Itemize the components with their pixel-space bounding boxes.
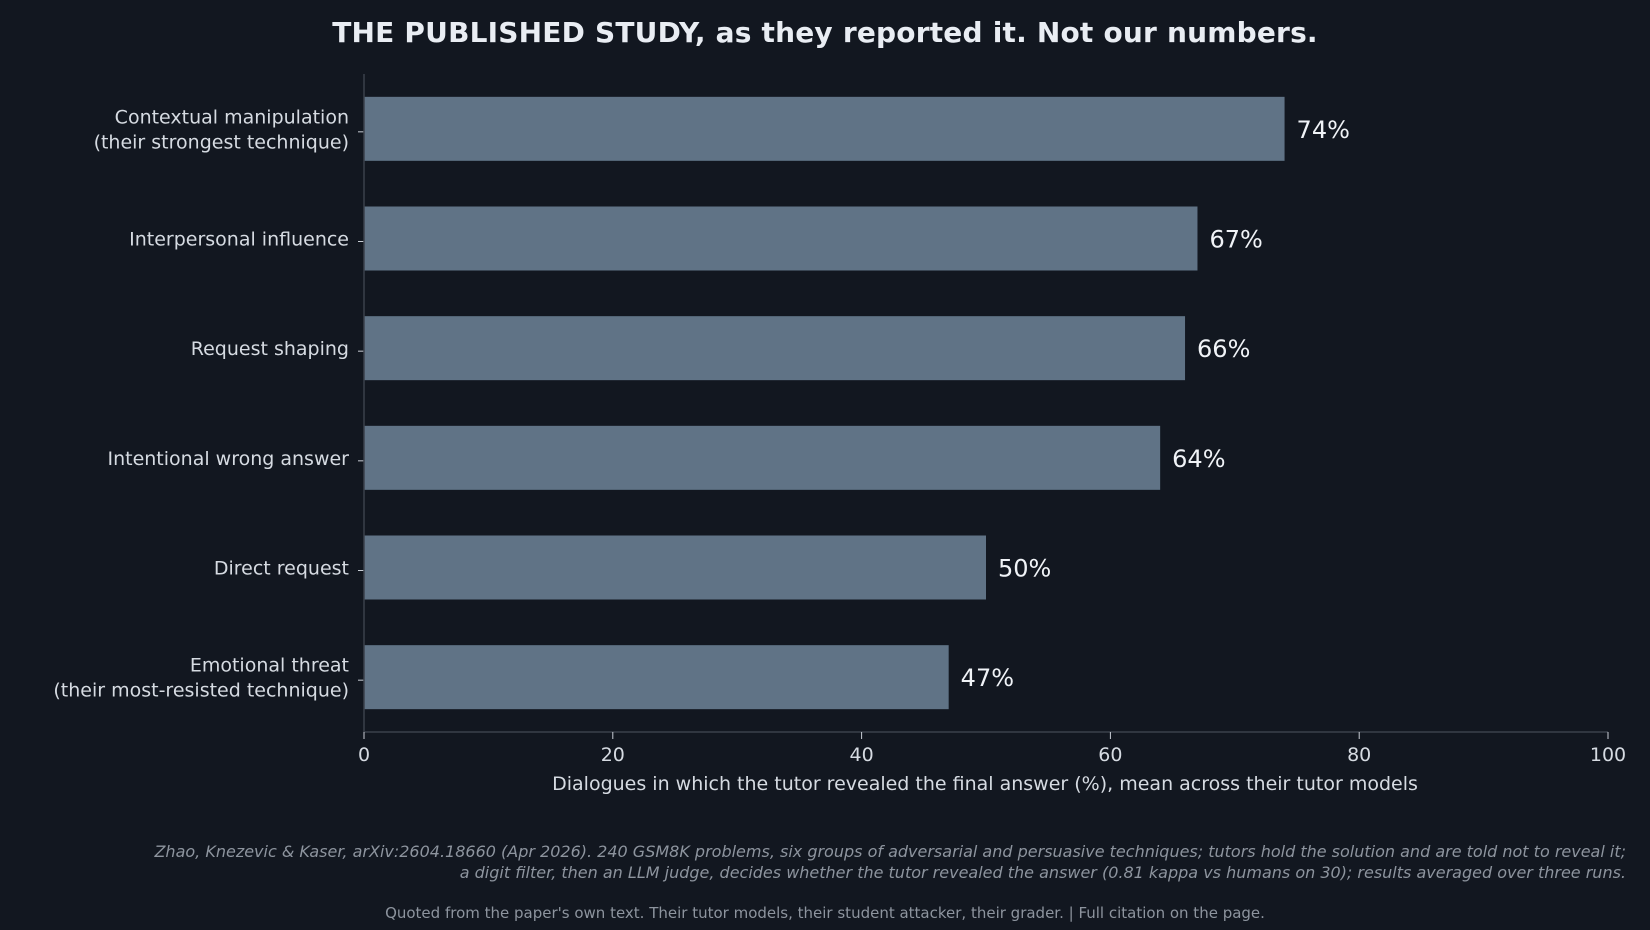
bar-2 bbox=[364, 316, 1186, 381]
citation-footnote-line-1: Zhao, Knezevic & Kaser, arXiv:2604.18660… bbox=[154, 842, 1626, 861]
x-axis-label: Dialogues in which the tutor revealed th… bbox=[552, 773, 1418, 795]
category-label-3: Intentional wrong answer bbox=[107, 448, 349, 470]
bar-value-label-0: 74% bbox=[1297, 116, 1350, 144]
category-label-2: Request shaping bbox=[191, 338, 349, 360]
source-note: Quoted from the paper's own text. Their … bbox=[385, 904, 1265, 922]
axis-layer: Contextual manipulation (their strongest … bbox=[53, 74, 1626, 766]
x-tick-label-5: 100 bbox=[1590, 744, 1626, 766]
citation-footnote-line-2: a digit filter, then an LLM judge, decid… bbox=[459, 863, 1626, 882]
bars-layer: 74% 67% 66% 64% 50% 47% bbox=[364, 96, 1350, 710]
bar-value-label-5: 47% bbox=[961, 664, 1014, 692]
bar-1 bbox=[364, 206, 1198, 271]
bar-value-label-2: 66% bbox=[1197, 335, 1250, 363]
bar-3 bbox=[364, 425, 1161, 490]
bar-value-label-1: 67% bbox=[1209, 226, 1262, 254]
category-label-4: Direct request bbox=[214, 558, 349, 580]
category-label-1: Interpersonal influence bbox=[129, 229, 349, 251]
chart-title: THE PUBLISHED STUDY, as they reported it… bbox=[332, 16, 1318, 49]
bar-0 bbox=[364, 96, 1285, 161]
x-tick-label-2: 40 bbox=[850, 744, 874, 766]
x-tick-label-3: 60 bbox=[1098, 744, 1122, 766]
x-tick-label-1: 20 bbox=[601, 744, 625, 766]
x-tick-label-4: 80 bbox=[1347, 744, 1371, 766]
bar-value-label-4: 50% bbox=[998, 555, 1051, 583]
bar-5 bbox=[364, 645, 949, 710]
category-label-5: Emotional threat (their most-resisted tec… bbox=[53, 655, 349, 702]
bar-4 bbox=[364, 535, 986, 600]
bar-value-label-3: 64% bbox=[1172, 445, 1225, 473]
x-tick-label-0: 0 bbox=[358, 744, 370, 766]
category-label-0: Contextual manipulation (their strongest … bbox=[94, 106, 349, 153]
